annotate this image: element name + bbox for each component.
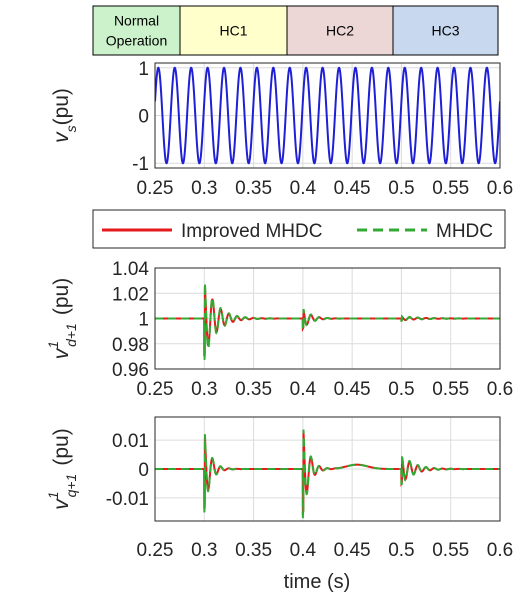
vs-panel: 0.25 0.3 0.35 0.4 0.45 0.5 0.55 0.6 1 0 -1 vs(pu) bbox=[50, 59, 513, 199]
x-tick-label: 0.6 bbox=[487, 178, 513, 199]
y-label-main: v bbox=[50, 498, 73, 510]
y-label-main: v bbox=[50, 131, 73, 143]
svg-text:v1q+1(pu): v1 q+1 (pu) bbox=[45, 428, 79, 509]
y-label-sub: q+1 bbox=[63, 474, 79, 498]
stage-label: Operation bbox=[106, 33, 167, 49]
x-tick-label: 0.25 bbox=[137, 379, 174, 400]
axes-frame bbox=[154, 416, 501, 522]
x-tick-label: 0.35 bbox=[235, 379, 272, 400]
y-tick-label: 0.01 bbox=[112, 431, 149, 452]
x-tick-label: 0.45 bbox=[334, 178, 371, 199]
y-tick-label: 1.04 bbox=[112, 259, 149, 280]
x-tick-label: 0.5 bbox=[388, 540, 414, 561]
x-tick-label: 0.45 bbox=[334, 540, 371, 561]
x-tick-label: 0.35 bbox=[235, 540, 272, 561]
svg-text:v1d+1(pu): v1 d+1 (pu) bbox=[45, 278, 79, 359]
y-tick-label: 0.98 bbox=[112, 335, 149, 356]
series-line bbox=[155, 66, 500, 165]
legend-box bbox=[92, 209, 506, 249]
y-label-main: v bbox=[50, 347, 73, 359]
x-tick-label: 0.5 bbox=[388, 178, 414, 199]
x-tick-label: 0.4 bbox=[290, 379, 317, 400]
y-axis-label: vs(pu) bbox=[50, 88, 79, 143]
y-tick-label: 0.96 bbox=[112, 360, 149, 381]
x-tick-label: 0.55 bbox=[432, 178, 469, 199]
x-tick-label: 0.6 bbox=[487, 540, 513, 561]
stage-label: HC2 bbox=[326, 23, 354, 39]
y-label-unit: (pu) bbox=[50, 278, 73, 315]
stage-label: HC3 bbox=[431, 23, 459, 39]
y-label-sub: s bbox=[63, 125, 79, 132]
y-label-sup: 1 bbox=[45, 491, 61, 499]
y-axis-label: v1 q+1 (pu) bbox=[45, 428, 79, 509]
y-tick-label: -1 bbox=[132, 154, 149, 175]
vq-panel: 0.25 0.3 0.35 0.4 0.45 0.5 0.55 0.6 0.01 0 -0.01 v1… bbox=[45, 416, 513, 561]
stage-box bbox=[179, 5, 288, 56]
y-label-sup: 1 bbox=[45, 341, 61, 349]
stage-label: Normal bbox=[114, 13, 159, 29]
x-tick-label: 0.4 bbox=[290, 178, 317, 199]
svg-text:vs(pu): vs(pu) bbox=[50, 88, 79, 143]
x-tick-label: 0.35 bbox=[235, 178, 272, 199]
x-tick-label: 0.55 bbox=[432, 379, 469, 400]
stage-bar: Normal Operation HC1 HC2 HC3 bbox=[92, 5, 499, 56]
y-tick-label: 0 bbox=[138, 460, 149, 481]
y-tick-label: -0.01 bbox=[106, 489, 149, 510]
stage-label: HC1 bbox=[219, 23, 247, 39]
vd-panel: 0.25 0.3 0.35 0.4 0.45 0.5 0.55 0.6 1.04 1.02 1 0.9… bbox=[45, 259, 513, 400]
x-tick-label: 0.3 bbox=[191, 540, 217, 561]
axes-frame bbox=[154, 267, 501, 370]
x-tick-label: 0.3 bbox=[191, 379, 217, 400]
x-tick-label: 0.4 bbox=[290, 540, 317, 561]
stage-box bbox=[92, 5, 181, 56]
x-tick-label: 0.55 bbox=[432, 540, 469, 561]
x-tick-label: 0.5 bbox=[388, 379, 414, 400]
y-label-unit: (pu) bbox=[50, 428, 73, 465]
y-tick-label: 1.02 bbox=[112, 284, 149, 305]
y-tick-label: 1 bbox=[138, 310, 149, 331]
x-tick-label: 0.45 bbox=[334, 379, 371, 400]
y-axis-label: v1 d+1 (pu) bbox=[45, 278, 79, 359]
x-tick-label: 0.3 bbox=[191, 178, 217, 199]
y-label-unit: (pu) bbox=[50, 88, 73, 125]
legend: Improved MHDC MHDC bbox=[92, 209, 506, 249]
y-label-sub: d+1 bbox=[63, 323, 79, 347]
stage-box bbox=[286, 5, 394, 56]
stage-box bbox=[392, 5, 499, 56]
y-tick-label: 1 bbox=[138, 59, 149, 80]
y-tick-label: 0 bbox=[138, 107, 149, 128]
x-tick-label: 0.25 bbox=[137, 178, 174, 199]
x-axis-title: time (s) bbox=[284, 571, 351, 593]
x-tick-label: 0.25 bbox=[137, 540, 174, 561]
x-tick-label: 0.6 bbox=[487, 379, 513, 400]
legend-label-mhdc: MHDC bbox=[436, 221, 493, 242]
series-line bbox=[155, 283, 500, 361]
axes-frame bbox=[154, 62, 501, 169]
series-line bbox=[155, 429, 500, 519]
legend-label-improved: Improved MHDC bbox=[181, 221, 322, 242]
